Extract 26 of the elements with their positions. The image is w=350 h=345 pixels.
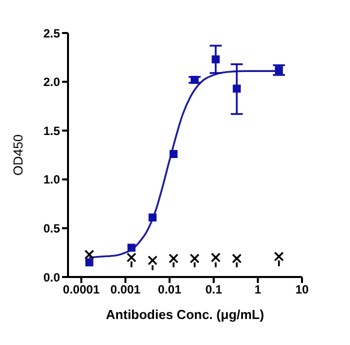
x-tick-label: 1 xyxy=(254,282,262,297)
point xyxy=(126,252,136,262)
x-tick-label: 0.01 xyxy=(158,282,182,297)
y-tick-label: 0.5 xyxy=(43,221,60,236)
point xyxy=(190,254,200,264)
x-tick-label: 0.0001 xyxy=(62,282,100,297)
y-tick-label: 1.5 xyxy=(43,124,60,138)
y-tick-label: 2.5 xyxy=(43,26,60,40)
point xyxy=(170,150,178,158)
point xyxy=(190,76,199,84)
x-tick-label: 0.001 xyxy=(110,282,141,297)
x-tick-label: 0.1 xyxy=(205,282,222,297)
y-axis-title: OD450 xyxy=(10,134,26,176)
y-tick-label: 2.0 xyxy=(43,75,60,90)
x-tick-label: 10 xyxy=(295,282,309,297)
y-tick-label: 0.0 xyxy=(43,270,60,284)
point xyxy=(168,254,178,264)
point xyxy=(127,244,136,252)
point xyxy=(148,256,158,266)
point xyxy=(232,84,241,93)
x-axis-title: Antibodies Conc. (μg/mL) xyxy=(106,307,264,322)
point xyxy=(210,252,221,262)
point xyxy=(232,254,242,264)
point xyxy=(212,55,220,64)
y-tick-label: 1.0 xyxy=(43,172,60,187)
point xyxy=(148,213,157,222)
